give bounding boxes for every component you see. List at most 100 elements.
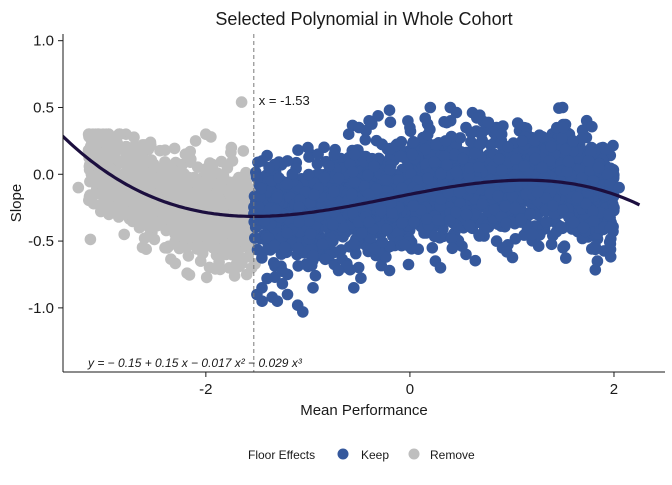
remove-point (138, 232, 151, 245)
keep-point (258, 215, 271, 227)
keep-point (553, 102, 565, 114)
cutoff-label: x = -1.53 (259, 93, 310, 108)
keep-point (362, 169, 374, 181)
keep-point (362, 188, 375, 201)
keep-point (407, 136, 420, 148)
keep-point (545, 140, 557, 153)
keep-point (472, 161, 485, 173)
x-tick-label: 0 (406, 381, 414, 398)
remove-point (82, 144, 95, 156)
keep-point (460, 208, 473, 221)
equation-label: y = − 0.15 + 0.15 x − 0.017 x² − 0.029 x… (87, 356, 303, 370)
keep-point (561, 165, 573, 178)
remove-point (217, 216, 230, 229)
keep-point (356, 227, 368, 239)
remove-point (184, 176, 197, 188)
keep-point (281, 227, 294, 239)
keep-point (430, 138, 442, 151)
remove-point (194, 255, 207, 267)
keep-point (342, 128, 355, 140)
keep-point (509, 202, 521, 215)
keep-point (543, 155, 556, 167)
remove-point (113, 128, 125, 140)
remove-point (213, 193, 226, 205)
keep-point (436, 176, 449, 189)
x-tick-label: -2 (199, 381, 212, 398)
keep-point (263, 161, 275, 174)
remove-point (112, 210, 125, 222)
keep-point (475, 128, 488, 140)
keep-point (492, 190, 504, 202)
keep-point (584, 164, 596, 177)
keep-point (540, 216, 552, 228)
y-axis-title: Slope (8, 184, 25, 222)
remove-point (206, 176, 218, 189)
keep-point (488, 203, 501, 216)
keep-point (591, 255, 604, 267)
keep-point (560, 252, 572, 264)
keep-point (473, 138, 486, 151)
remove-point (189, 135, 202, 147)
keep-point (532, 240, 545, 252)
keep-point (431, 214, 444, 226)
keep-point (268, 239, 281, 252)
keep-point (256, 252, 268, 264)
keep-point (450, 106, 463, 119)
keep-point (267, 257, 280, 269)
keep-point (557, 121, 569, 134)
keep-point (251, 172, 263, 184)
keep-point (407, 200, 420, 212)
remove-point (218, 227, 230, 240)
keep-point (556, 132, 568, 145)
keep-point (587, 215, 600, 227)
keep-point (450, 206, 462, 219)
keep-points-group (248, 101, 625, 318)
keep-point (346, 188, 358, 201)
remove-point (159, 242, 171, 254)
keep-point (347, 238, 360, 250)
keep-point (428, 156, 441, 168)
remove-point (137, 152, 149, 165)
keep-point (422, 172, 434, 185)
keep-point (316, 238, 329, 250)
keep-point (536, 131, 549, 143)
legend-remove-label: Remove (430, 448, 475, 462)
keep-point (319, 253, 332, 266)
keep-point (327, 219, 339, 231)
keep-point (435, 167, 447, 180)
keep-point (249, 232, 261, 244)
keep-point (347, 208, 359, 220)
keep-point (586, 120, 598, 133)
remove-point (220, 248, 233, 261)
remove-point (191, 233, 204, 245)
remove-point (129, 172, 141, 184)
keep-point (261, 272, 273, 285)
keep-point (386, 207, 398, 219)
keep-point (308, 188, 321, 201)
keep-point (421, 128, 434, 141)
keep-point (348, 176, 361, 188)
remove-point (178, 211, 191, 224)
keep-point (424, 101, 437, 114)
remove-point (128, 131, 140, 143)
remove-point (235, 96, 248, 108)
keep-point (309, 269, 322, 282)
keep-point (363, 115, 375, 127)
remove-point (169, 257, 182, 270)
keep-point (518, 160, 531, 172)
remove-point (143, 221, 156, 234)
keep-point (547, 199, 559, 212)
remove-point (182, 250, 195, 262)
keep-point (395, 136, 408, 148)
keep-point (312, 148, 324, 160)
keep-point (293, 216, 305, 228)
keep-point (613, 181, 625, 194)
keep-point (536, 161, 548, 174)
keep-point (485, 139, 497, 151)
keep-point (511, 117, 524, 129)
polynomial-fit-curve (63, 134, 641, 218)
keep-point (270, 204, 282, 216)
keep-point (302, 168, 315, 181)
keep-point (276, 265, 289, 278)
